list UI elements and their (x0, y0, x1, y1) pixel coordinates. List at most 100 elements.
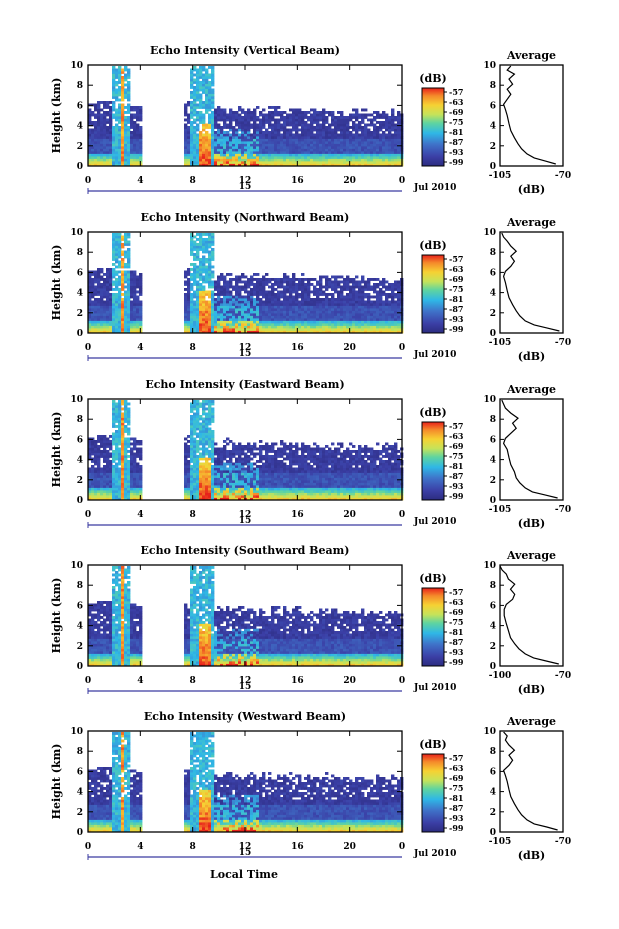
colorbar-label: -69 (449, 607, 464, 617)
x-tick-label: 0 (399, 510, 405, 520)
colorbar-label: -93 (449, 813, 464, 823)
colorbar-label: -93 (449, 481, 464, 491)
x-tick-label: 12 (239, 343, 252, 353)
average-y-tick-label: 0 (490, 828, 496, 838)
colorbar-label: -81 (449, 461, 463, 471)
colorbar-label: -93 (449, 647, 464, 657)
y-tick-label: 0 (77, 662, 83, 672)
colorbar-unit: (dB) (419, 239, 446, 252)
x-tick-label: 16 (291, 176, 304, 186)
y-tick-label: 6 (77, 601, 83, 611)
average-title: Average (506, 49, 556, 62)
average-y-tick-label: 2 (490, 808, 496, 818)
colorbar-label: -57 (449, 587, 463, 597)
average-y-tick-label: 10 (483, 727, 496, 737)
day-label: 15 (239, 848, 252, 858)
average-x-tick-label: -105 (489, 338, 512, 348)
month-year-label: Jul 2010 (413, 350, 456, 360)
bottom-xlabel: Local Time (210, 868, 278, 881)
average-y-tick-label: 4 (490, 289, 496, 299)
x-tick-label: 20 (343, 842, 356, 852)
colorbar-label: -81 (449, 294, 463, 304)
colorbar-label: -81 (449, 793, 463, 803)
colorbar-label: -81 (449, 627, 463, 637)
y-tick-label: 2 (77, 309, 83, 319)
y-tick-label: 0 (77, 329, 83, 339)
day-label: 15 (239, 349, 252, 359)
average-frame (499, 730, 564, 833)
colorbar-unit: (dB) (419, 72, 446, 85)
x-tick-label: 0 (399, 176, 405, 186)
y-tick-label: 4 (77, 622, 83, 632)
average-profile-line (501, 399, 558, 499)
colorbar-label: -69 (449, 107, 464, 117)
x-tick-label: 4 (137, 676, 143, 686)
average-y-tick-label: 0 (490, 162, 496, 172)
colorbar-label: -57 (449, 421, 463, 431)
average-y-tick-label: 2 (490, 309, 496, 319)
colorbar-label: -63 (449, 763, 464, 773)
x-tick-label: 8 (190, 510, 196, 520)
y-tick-label: 10 (70, 395, 83, 405)
average-y-tick-label: 2 (490, 476, 496, 486)
colorbar-label: -69 (449, 441, 464, 451)
colorbar-label: -75 (449, 617, 463, 627)
x-tick-label: 20 (343, 510, 356, 520)
x-tick-label: 8 (190, 676, 196, 686)
colorbar-label: -75 (449, 451, 463, 461)
y-tick-label: 10 (70, 561, 83, 571)
y-tick-label: 2 (77, 642, 83, 652)
y-tick-label: 8 (77, 81, 83, 91)
y-tick-label: 0 (77, 162, 83, 172)
intensity-field (88, 732, 404, 833)
intensity-field (88, 66, 404, 167)
colorbar-unit: (dB) (419, 406, 446, 419)
average-frame (499, 64, 564, 167)
colorbar-label: -87 (449, 471, 463, 481)
month-year-label: Jul 2010 (413, 183, 456, 193)
average-x-tick-label: -105 (489, 171, 512, 181)
average-y-tick-label: 8 (490, 415, 496, 425)
colorbar (421, 753, 445, 833)
y-axis-label: Height (km) (50, 578, 63, 654)
average-title: Average (506, 715, 556, 728)
x-tick-label: 20 (343, 176, 356, 186)
x-tick-label: 0 (85, 510, 91, 520)
average-profile-line (502, 731, 558, 831)
average-title: Average (506, 216, 556, 229)
colorbar-label: -63 (449, 431, 464, 441)
y-axis-label: Height (km) (50, 412, 63, 488)
y-tick-label: 6 (77, 767, 83, 777)
colorbar-label: -63 (449, 597, 464, 607)
colorbar-label: -69 (449, 773, 464, 783)
average-y-tick-label: 10 (483, 561, 496, 571)
intensity-field (88, 566, 404, 667)
colorbar-label: -63 (449, 264, 464, 274)
average-y-tick-label: 4 (490, 122, 496, 132)
average-y-tick-label: 6 (490, 601, 496, 611)
average-x-label: (dB) (518, 683, 545, 696)
average-y-tick-label: 2 (490, 642, 496, 652)
average-x-tick-label: -100 (489, 671, 512, 681)
average-title: Average (506, 549, 556, 562)
x-tick-label: 4 (137, 343, 143, 353)
y-axis-label: Height (km) (50, 744, 63, 820)
colorbar-label: -99 (449, 324, 464, 334)
panel-title: Echo Intensity (Eastward Beam) (145, 378, 344, 391)
average-x-tick-label: -70 (555, 338, 571, 348)
colorbar-label: -75 (449, 284, 463, 294)
colorbar (421, 587, 445, 667)
average-y-tick-label: 6 (490, 268, 496, 278)
day-label: 15 (239, 516, 252, 526)
colorbar-unit: (dB) (419, 572, 446, 585)
average-frame (499, 564, 564, 667)
month-year-label: Jul 2010 (413, 849, 456, 859)
y-tick-label: 8 (77, 248, 83, 258)
average-x-tick-label: -70 (555, 171, 571, 181)
average-y-tick-label: 8 (490, 81, 496, 91)
y-tick-label: 2 (77, 142, 83, 152)
colorbar (421, 254, 445, 334)
average-y-tick-label: 10 (483, 61, 496, 71)
colorbar-label: -87 (449, 304, 463, 314)
